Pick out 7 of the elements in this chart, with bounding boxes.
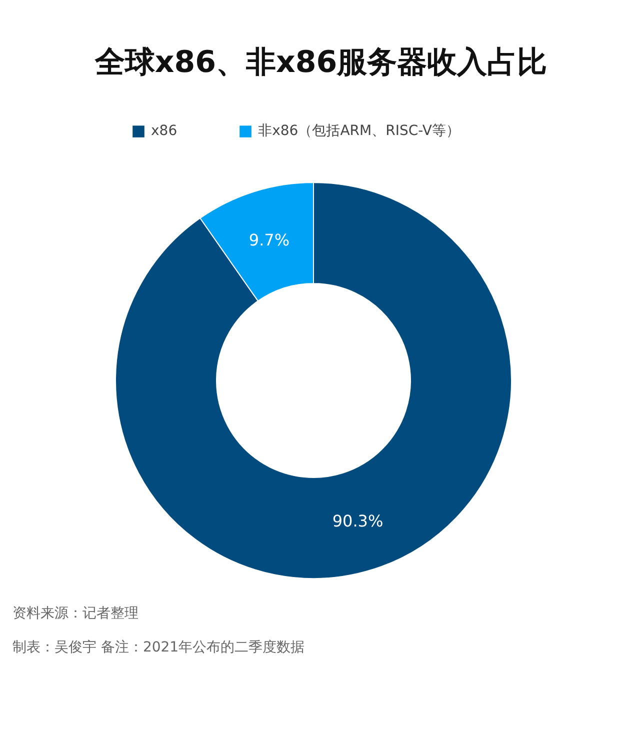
data-label: 90.3% bbox=[332, 512, 384, 531]
text: 制表：吴俊宇 备注：2021年公布的二季度数据 bbox=[12, 640, 305, 656]
legend-label: x86 bbox=[151, 123, 178, 139]
text: 资料来源：记者整理 bbox=[12, 606, 138, 622]
legend-label: 非x86（包括ARM、RISC-V等） bbox=[258, 122, 460, 140]
data-label: 9.7% bbox=[248, 230, 290, 250]
chart-title: 全球x86、非x86服务器收入占比 bbox=[94, 45, 548, 80]
